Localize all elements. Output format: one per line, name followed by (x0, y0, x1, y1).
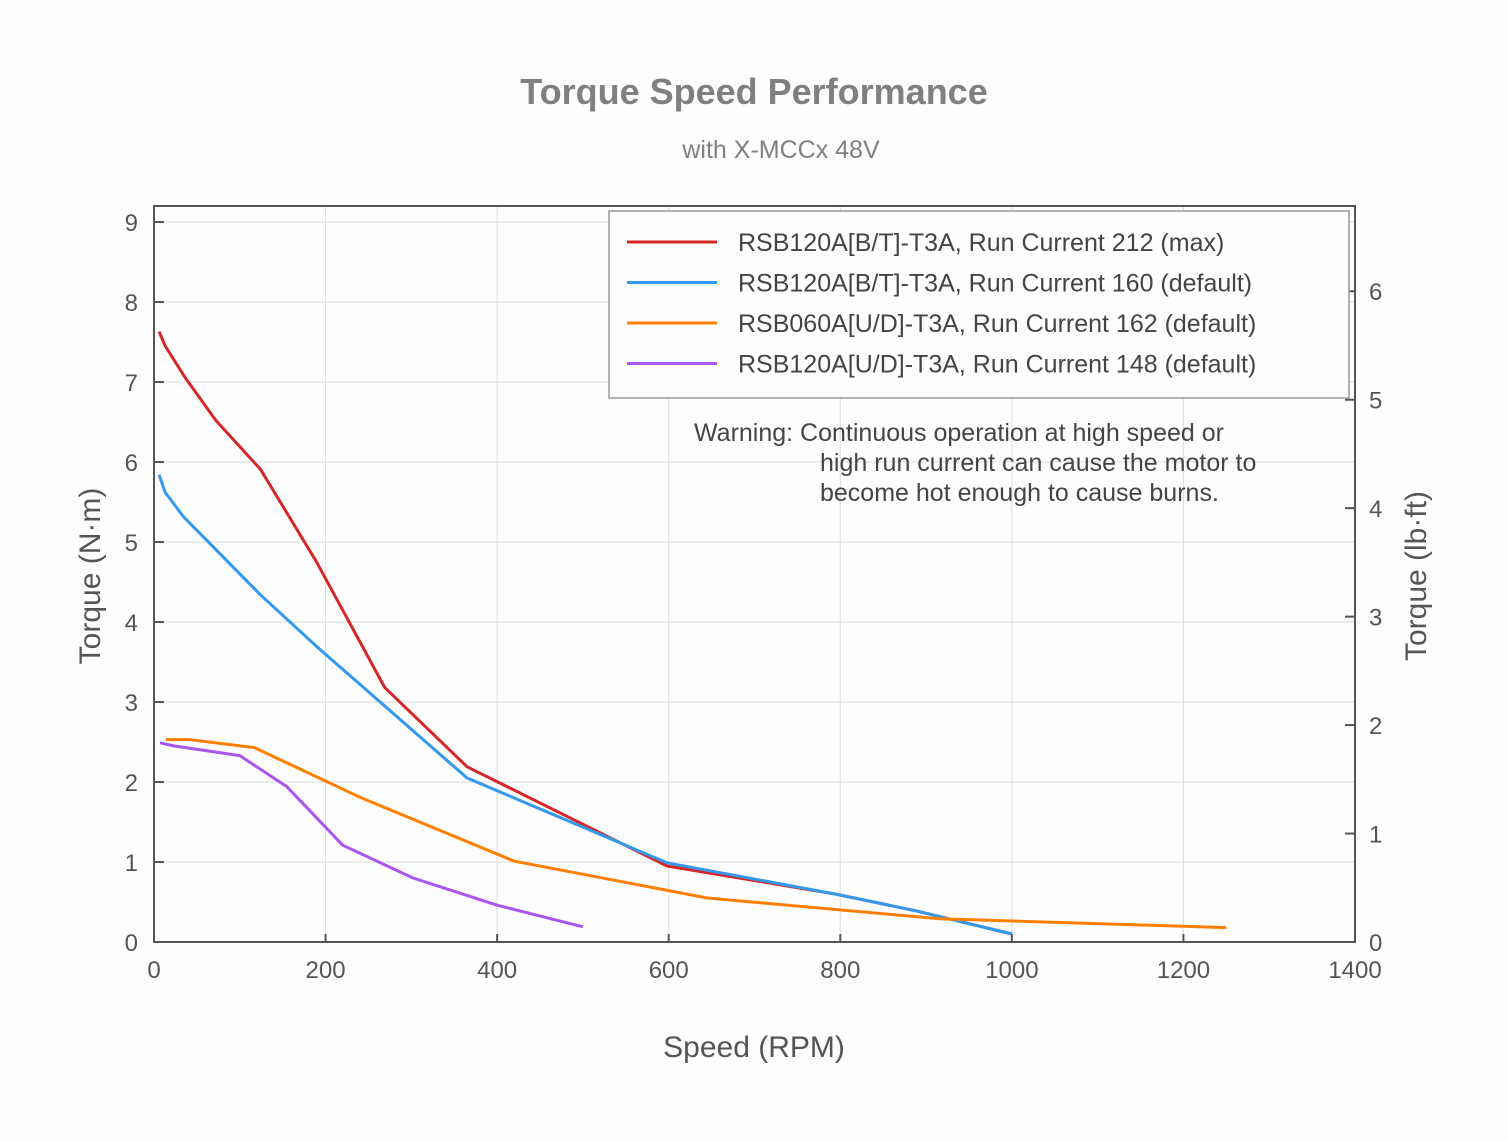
legend-box (608, 210, 1350, 399)
legend-label: RSB120A[U/D]-T3A, Run Current 148 (defau… (738, 351, 1256, 379)
x-tick-label: 800 (820, 957, 860, 984)
y-tick-label: 7 (125, 370, 138, 397)
y-tick-label: 3 (125, 690, 138, 717)
warning-line-2: high run current can cause the motor to (820, 449, 1256, 477)
x-tick-label: 1400 (1328, 957, 1381, 984)
chart-title: Torque Speed Performance (520, 71, 987, 112)
legend: RSB120A[B/T]-T3A, Run Current 212 (max) R… (608, 210, 1350, 399)
axis-ticks: 0 200 400 600 800 1000 1200 1400012345678901234… (125, 210, 1383, 984)
x-tick-label: 1200 (1157, 957, 1210, 984)
x-tick-label: 200 (306, 957, 346, 984)
y2-axis-label: Torque (lb·ft) (1400, 491, 1433, 661)
y2-tick-label: 1 (1369, 822, 1382, 849)
y2-tick-label: 3 (1369, 605, 1382, 632)
y2-tick-label: 0 (1369, 930, 1382, 957)
y2-tick-label: 5 (1369, 388, 1382, 415)
y-tick-label: 9 (125, 210, 138, 237)
y2-tick-label: 2 (1369, 713, 1382, 740)
y-tick-label: 2 (125, 770, 138, 797)
x-tick-label: 600 (649, 957, 689, 984)
legend-label: RSB120A[B/T]-T3A, Run Current 160 (defau… (738, 270, 1252, 298)
series-line-2 (157, 474, 1013, 936)
y-axis-label: Torque (N·m) (74, 488, 107, 665)
series-lines (157, 331, 1227, 936)
warning-line-3: become hot enough to cause burns. (820, 479, 1219, 507)
y-tick-label: 6 (125, 450, 138, 477)
x-tick-label: 0 (147, 957, 160, 984)
legend-label: RSB060A[U/D]-T3A, Run Current 162 (defau… (738, 310, 1256, 338)
y-tick-label: 1 (125, 850, 138, 877)
warning-annotation: Warning: Continuous operation at high sp… (694, 419, 1256, 507)
x-tick-label: 400 (477, 957, 517, 984)
series-line-4 (159, 741, 584, 929)
y-tick-label: 8 (125, 290, 138, 317)
y-tick-label: 4 (125, 610, 138, 637)
warning-line-1: Warning: Continuous operation at high sp… (694, 419, 1224, 447)
y2-tick-label: 6 (1369, 279, 1382, 306)
x-tick-label: 1000 (985, 957, 1038, 984)
y-tick-label: 5 (125, 530, 138, 557)
x-axis-label: Speed (RPM) (663, 1031, 845, 1064)
y2-tick-label: 4 (1369, 496, 1382, 523)
chart-subtitle: with X-MCCx 48V (681, 136, 880, 164)
plot-frame (153, 205, 1356, 943)
y-tick-label: 0 (125, 930, 138, 957)
series-line-3 (166, 738, 1227, 930)
legend-label: RSB120A[B/T]-T3A, Run Current 212 (max) (738, 229, 1224, 257)
